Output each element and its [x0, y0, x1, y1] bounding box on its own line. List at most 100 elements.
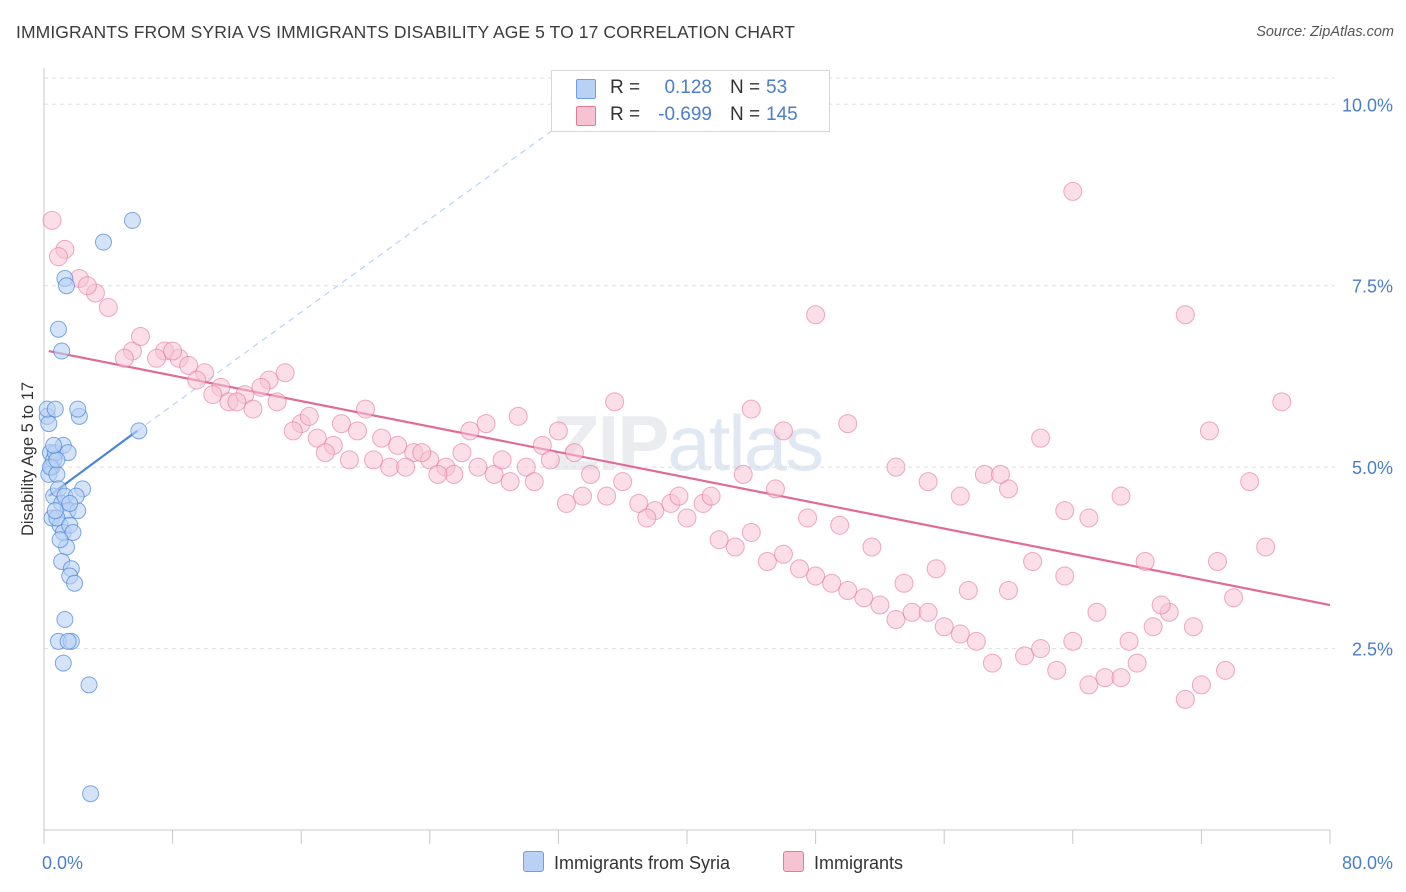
syria-point — [66, 574, 84, 592]
bottom-legend-swatch-immigrants — [783, 851, 804, 872]
immigrants-point — [597, 486, 617, 506]
y-tick-label: 10.0% — [1342, 95, 1393, 115]
immigrants-point — [806, 566, 826, 586]
immigrants-point — [476, 414, 496, 434]
immigrants-point — [1199, 421, 1219, 441]
syria-points — [38, 211, 148, 803]
x-tick-label-max: 80.0% — [1342, 853, 1393, 873]
immigrants-point — [356, 399, 375, 419]
immigrants-point — [1111, 486, 1131, 506]
immigrants-point — [886, 610, 906, 630]
source-label: Source: ZipAtlas.com — [1256, 24, 1394, 40]
immigrants-point — [990, 464, 1010, 484]
immigrants-point — [388, 435, 408, 455]
immigrants-point — [428, 464, 448, 484]
y-tick-label: 2.5% — [1352, 640, 1393, 660]
immigrants-point — [918, 602, 938, 622]
syria-point — [45, 436, 63, 454]
immigrants-point — [1047, 660, 1067, 680]
immigrants-point — [347, 421, 367, 441]
immigrants-point — [556, 493, 576, 513]
immigrants-point — [926, 559, 946, 579]
immigrants-point — [950, 486, 970, 506]
immigrants-point — [629, 493, 649, 513]
immigrants-point — [757, 551, 777, 571]
y-tick-label: 5.0% — [1352, 458, 1393, 478]
immigrants-point — [1095, 668, 1115, 688]
watermark: ZIPatlas — [552, 398, 824, 489]
immigrants-point — [516, 457, 536, 477]
immigrants-point — [902, 602, 922, 622]
immigrants-point — [830, 515, 850, 535]
syria-trend-extension — [136, 125, 559, 432]
immigrants-point — [331, 414, 351, 434]
immigrants-point — [267, 392, 287, 412]
legend-n-value: 145 — [766, 104, 798, 125]
immigrants-point — [1256, 537, 1276, 557]
legend-swatch-syria — [576, 79, 596, 99]
chart-title: IMMIGRANTS FROM SYRIA VS IMMIGRANTS DISA… — [16, 22, 796, 42]
bottom-legend-label: Immigrants — [814, 853, 904, 873]
y-axis-label: Disability Age 5 to 17 — [19, 382, 37, 536]
axes — [43, 68, 1331, 844]
immigrants-point — [500, 472, 520, 492]
immigrants-point — [573, 486, 593, 506]
syria-point — [46, 400, 64, 418]
immigrants-point — [42, 210, 62, 230]
immigrants-point — [315, 443, 335, 463]
syria-point — [48, 451, 66, 469]
immigrants-point — [275, 363, 295, 383]
syria-point — [82, 785, 100, 803]
immigrants-point — [958, 581, 978, 601]
immigrants-point — [1191, 675, 1211, 695]
immigrants-point — [701, 486, 721, 506]
immigrants-point — [548, 421, 568, 441]
immigrants-point — [396, 457, 416, 477]
immigrants-point — [339, 450, 359, 470]
immigrants-point — [773, 421, 793, 441]
immigrants-point — [1079, 675, 1099, 695]
syria-point — [54, 654, 72, 672]
legend-r-value: 0.128 — [664, 77, 712, 98]
immigrants-point — [1031, 428, 1051, 448]
bottom-legend-swatch-syria — [523, 851, 544, 872]
immigrants-point — [227, 392, 247, 412]
immigrants-point — [677, 508, 697, 528]
syria-point — [130, 422, 148, 440]
immigrants-point — [114, 348, 134, 368]
trend-lines — [48, 125, 1331, 607]
immigrants-point — [251, 377, 271, 397]
legend-r-value: -0.699 — [658, 104, 712, 125]
immigrants-point — [1151, 595, 1171, 615]
immigrants-point — [540, 450, 560, 470]
immigrants-point — [838, 581, 858, 601]
immigrants-point — [147, 348, 167, 368]
legend-r-label: R = — [610, 104, 641, 125]
gridlines — [44, 77, 1335, 650]
immigrants-point — [870, 595, 890, 615]
legend-row-syria: R = 0.128 N = 53 — [552, 75, 829, 101]
legend-row-immigrants: R = -0.699 N = 145 — [552, 102, 829, 128]
immigrants-point — [999, 581, 1018, 601]
legend-n-value: 53 — [766, 77, 788, 98]
immigrants-point — [1111, 668, 1131, 688]
legend-n-label: N = — [730, 77, 761, 98]
immigrants-point — [886, 457, 906, 477]
legend-r-label: R = — [610, 77, 641, 98]
syria-point — [40, 415, 58, 433]
immigrants-point — [1127, 653, 1147, 673]
immigrants-point — [283, 421, 303, 441]
immigrants-point — [307, 428, 327, 448]
immigrants-point — [564, 443, 584, 463]
immigrants-point — [894, 573, 914, 593]
immigrants-point — [637, 508, 657, 528]
syria-point — [53, 342, 71, 360]
legend-n-label: N = — [730, 104, 761, 125]
immigrants-point — [1055, 501, 1075, 521]
immigrants-point — [1023, 551, 1043, 571]
syria-point — [94, 233, 112, 251]
immigrants-point — [790, 559, 810, 579]
correlation-legend: R = 0.128 N = 53 R = -0.699 N = 145 — [551, 70, 830, 132]
watermark-zip: ZIP — [552, 399, 669, 487]
